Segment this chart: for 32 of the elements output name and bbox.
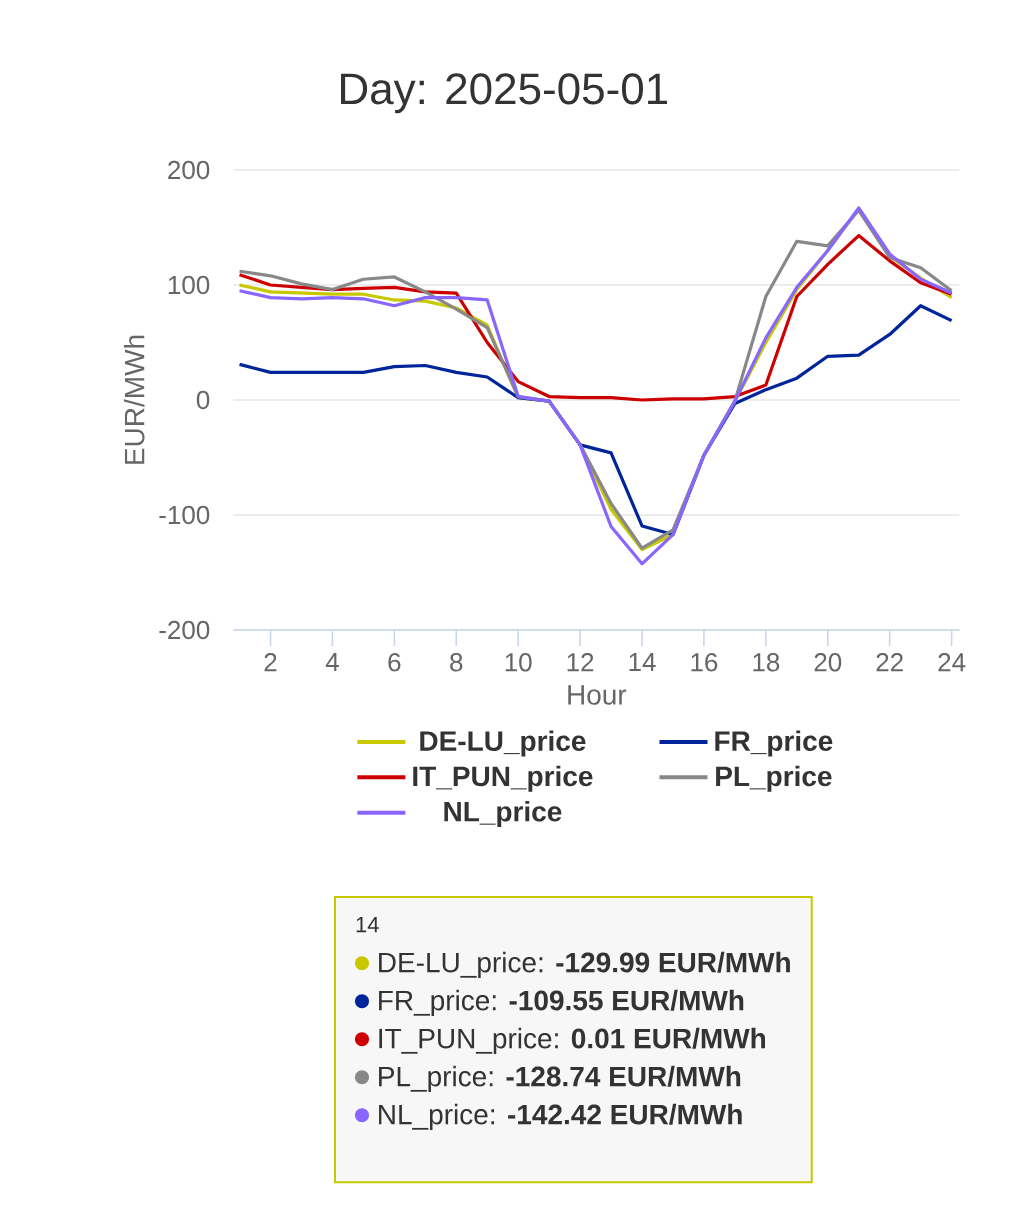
text: PL_price: -128.74 EUR/MWh: [378, 1065, 740, 1092]
line-series: [237, 233, 954, 402]
x-tick-label: 24: [938, 653, 966, 672]
y-axis-title: EUR/MWh: [123, 335, 145, 464]
x-tick-label: 18: [753, 653, 780, 672]
legend-label: PL_price: [715, 765, 832, 792]
chart-title: Day: 2025-05-01: [340, 73, 667, 114]
text: IT_PUN_price: 0.01 EUR/MWh: [379, 1027, 765, 1054]
x-tick-label: 6: [388, 653, 401, 672]
y-tick-label: 0: [196, 390, 210, 410]
x-tick-label: 20: [814, 653, 842, 672]
legend-label: DE-LU_price: [420, 730, 586, 757]
x-tick-label: 8: [449, 653, 463, 672]
x-tick-label: 22: [876, 653, 903, 672]
text: NL_price: -142.42 EUR/MWh: [378, 1103, 742, 1130]
legend-label: IT_PUN_price: [413, 765, 593, 792]
x-tick-label: 4: [325, 653, 339, 671]
x-axis-title: Hour: [568, 685, 627, 705]
text: 14: [356, 917, 379, 933]
x-tick-label: 2: [264, 653, 277, 672]
x-tick-label: 16: [691, 653, 718, 672]
x-tick-label: 14: [629, 653, 656, 671]
y-tick-label: -200: [159, 620, 210, 640]
y-tick-label: 100: [168, 275, 210, 295]
x-tick-label: 12: [567, 653, 594, 672]
text: DE-LU_price: -129.99 EUR/MWh: [378, 951, 790, 978]
legend-label: FR_price: [715, 730, 833, 757]
legend-label: NL_price: [444, 800, 562, 828]
y-tick-label: -100: [159, 505, 210, 525]
y-tick-label: 200: [168, 160, 210, 180]
text: FR_price: -109.55 EUR/MWh: [378, 989, 744, 1016]
x-tick-label: 10: [505, 653, 532, 672]
